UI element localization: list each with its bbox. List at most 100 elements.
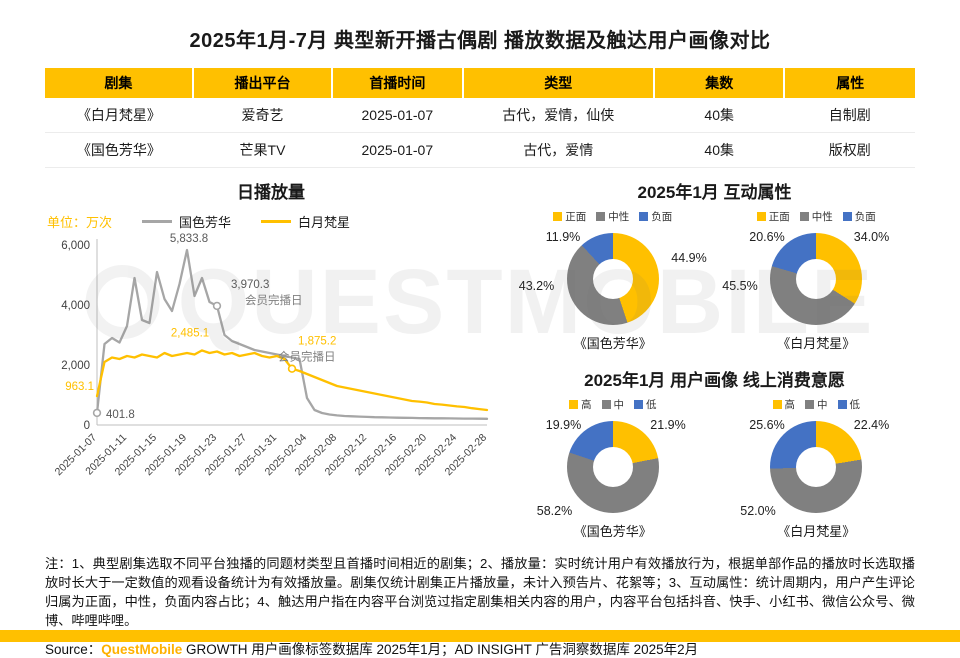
legend-label: 高 [581, 399, 592, 411]
series-line-0 [95, 248, 489, 420]
column-header: 集数 [653, 68, 786, 98]
legend-label: 负面 [651, 211, 673, 223]
column-header: 剧集 [45, 68, 194, 98]
source-label: Source： [45, 641, 102, 657]
legend-label: 低 [849, 399, 861, 411]
legend-label: 中 [817, 399, 828, 411]
legend-label: 正面 [565, 211, 587, 223]
pie-block-guosefanghua-interaction: 正面 中性 负面 44.9% 43.2% 11.9% 《国色芳华》 [511, 209, 715, 352]
table-cell: 版权剧 [784, 132, 915, 168]
chart-annotation: 会员完播日 [278, 350, 336, 364]
pie-value-label: 52.0% [740, 504, 776, 518]
chart-annotation: 401.8 [106, 409, 135, 421]
page-title: 2025年1月-7月 典型新开播古偶剧 播放数据及触达用户画像对比 [189, 30, 771, 52]
column-header: 类型 [462, 68, 655, 98]
consumption-title: 2025年1月 用户画像 线上消费意愿 [584, 371, 845, 390]
legend-label: 高 [784, 399, 796, 411]
pie-value-label: 58.2% [536, 504, 573, 518]
table-cell: 2025-01-07 [332, 132, 463, 168]
legend-item: 低 [837, 397, 861, 412]
legend-swatch [601, 400, 611, 409]
pie-chart-name: 《白月梵星》 [777, 336, 856, 351]
legend-label: 中 [613, 399, 625, 411]
legend-swatch [569, 400, 578, 409]
legend-swatch [805, 400, 814, 409]
legend-item: 中 [601, 397, 625, 412]
chart-annotation: 3,970.3 [231, 279, 269, 291]
pie-value-label: 20.6% [749, 230, 785, 244]
table-cell: 《国色芳华》 [45, 132, 193, 168]
line-swatch [142, 220, 173, 223]
column-header: 属性 [784, 68, 915, 98]
chart-annotation: 2,485.1 [171, 327, 209, 339]
pie-chart-name: 《白月梵星》 [777, 524, 856, 539]
pie-value-label: 11.9% [545, 230, 581, 244]
legend-item: 中性 [799, 209, 833, 224]
legend-item: 负面 [842, 209, 876, 224]
source-rest: GROWTH 用户画像标签数据库 2025年1月；AD INSIGHT 广告洞察… [182, 641, 699, 657]
pie-legend: 正面 中性 负面 [553, 209, 672, 224]
pie-value-label: 44.9% [671, 251, 707, 265]
pie-value-label: 22.4% [853, 418, 890, 432]
legend-label: 负面 [854, 211, 876, 223]
drama-comparison-table: 剧集 播出平台 首播时间 类型 集数 属性 《白月梵星》 爱奇艺 2025-01-0… [45, 68, 915, 168]
y-tick-label: 2,000 [61, 360, 90, 372]
chart-annotation: 963.1 [65, 381, 94, 393]
donut-ring [770, 233, 863, 325]
right-panel: 2025年1月 互动属性 正面 中性 负面 44.9% 43.2% 11.9% 《国… [511, 178, 918, 540]
donut-ring [566, 233, 659, 325]
interaction-pie-row: 正面 中性 负面 44.9% 43.2% 11.9% 《国色芳华》 正面 中性 [511, 209, 918, 352]
column-header: 首播时间 [332, 68, 464, 98]
consumption-section: 2025年1月 用户画像 线上消费意愿 高 中 低 21.9% 58.2% 19.9… [511, 366, 918, 540]
brand-footer-bar [0, 630, 960, 642]
data-point-marker [92, 408, 102, 418]
table-row: 《国色芳华》 芒果TV 2025-01-07 古代，爱情 40集 版权剧 [45, 132, 915, 168]
chart-annotation: 会员完播日 [245, 293, 303, 307]
pie-block-baiyuefanxing-interaction: 正面 中性 负面 34.0% 45.5% 20.6% 《白月梵星》 [715, 209, 919, 352]
chart-annotation: 1,875.2 [298, 336, 336, 348]
legend-swatch [772, 400, 782, 409]
y-tick-label: 0 [84, 420, 90, 432]
legend-swatch [553, 212, 563, 221]
daily-play-line-chart: 02,0004,0006,0002025-01-072025-01-112025… [53, 233, 490, 478]
legend-swatch [799, 212, 809, 221]
table-cell: 古代，爱情，仙侠 [462, 98, 654, 133]
donut-hole [592, 259, 633, 299]
y-tick-label: 4,000 [61, 300, 90, 312]
table-cell: 芒果TV [192, 132, 333, 168]
legend-item-guosefanghua: 国色芳华 [142, 212, 231, 231]
legend-swatch [837, 400, 847, 409]
line-swatch [261, 220, 292, 223]
donut-hole [592, 447, 633, 487]
pie-value-label: 25.6% [749, 418, 785, 432]
consumption-pie-row: 高 中 低 21.9% 58.2% 19.9% 《国色芳华》 高 中 [511, 397, 918, 540]
pie-chart-name: 《国色芳华》 [573, 336, 652, 351]
donut-ring [566, 421, 659, 513]
interaction-section: 2025年1月 互动属性 正面 中性 负面 44.9% 43.2% 11.9% 《国… [511, 178, 918, 352]
donut-chart: 44.9% 43.2% 11.9% [519, 230, 707, 325]
legend-item: 高 [772, 397, 796, 412]
pie-value-label: 34.0% [853, 230, 890, 244]
data-point-marker [287, 364, 297, 373]
legend-item: 高 [569, 397, 592, 412]
pie-legend: 高 中 低 [569, 397, 657, 412]
footnotes: 注：1、典型剧集选取不同平台独播的同题材类型且首播时间相近的剧集；2、播放量：实… [45, 556, 915, 629]
table-cell: 40集 [653, 98, 785, 133]
legend-label: 低 [646, 399, 657, 411]
unit-label: 单位：万次 [47, 215, 113, 230]
chart-annotation: 5,833.8 [170, 233, 208, 245]
y-tick-label: 6,000 [61, 240, 90, 252]
table-cell: 古代，爱情 [462, 132, 654, 168]
pie-legend: 高 中 低 [772, 397, 861, 412]
table-cell: 2025-01-07 [332, 98, 463, 133]
donut-ring [770, 421, 863, 513]
table-header-row: 剧集 播出平台 首播时间 类型 集数 属性 [45, 68, 915, 98]
source-brand: QuestMobile [101, 641, 183, 657]
daily-play-panel: 日播放量 单位：万次 国色芳华 白月梵星 0 2,000 4,000 6,000 202… [45, 178, 497, 540]
legend-swatch [756, 212, 766, 221]
table-body: 《白月梵星》 爱奇艺 2025-01-07 古代，爱情，仙侠 40集 自制剧 《国色芳华》芒… [45, 98, 915, 168]
pie-value-label: 19.9% [545, 418, 582, 432]
table-cell: 《白月梵星》 [45, 98, 193, 133]
pie-block-baiyuefanxing-consumption: 高 中 低 22.4% 52.0% 25.6% 《白月梵星》 [715, 397, 919, 540]
legend-item: 正面 [756, 209, 790, 224]
